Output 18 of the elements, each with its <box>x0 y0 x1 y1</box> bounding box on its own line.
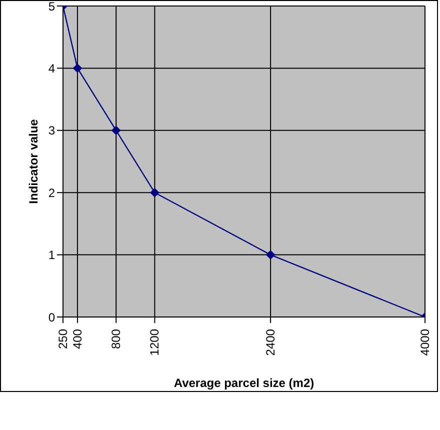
x-axis-title: Average parcel size (m2) <box>174 376 314 390</box>
x-tick-label: 2400 <box>264 328 278 356</box>
point <box>72 64 82 73</box>
y-tick-label: 4 <box>48 61 56 76</box>
x-tick-label: 400 <box>70 328 84 350</box>
x-tick-label: 4000 <box>418 328 432 356</box>
x-tick-label: 250 <box>56 328 70 350</box>
y-tick-label: 2 <box>48 186 56 200</box>
y-tick-label: 1 <box>48 248 56 262</box>
x-tick-label: 800 <box>109 328 124 350</box>
y-tick-label: 5 <box>48 0 56 14</box>
y-tick-label: 3 <box>48 124 56 138</box>
point <box>266 250 276 260</box>
point <box>112 126 121 135</box>
y-axis-title: Indicator value <box>26 118 40 204</box>
y-tick-label: 0 <box>48 310 56 324</box>
point <box>150 188 160 198</box>
x-tick-label: 1200 <box>148 328 162 356</box>
